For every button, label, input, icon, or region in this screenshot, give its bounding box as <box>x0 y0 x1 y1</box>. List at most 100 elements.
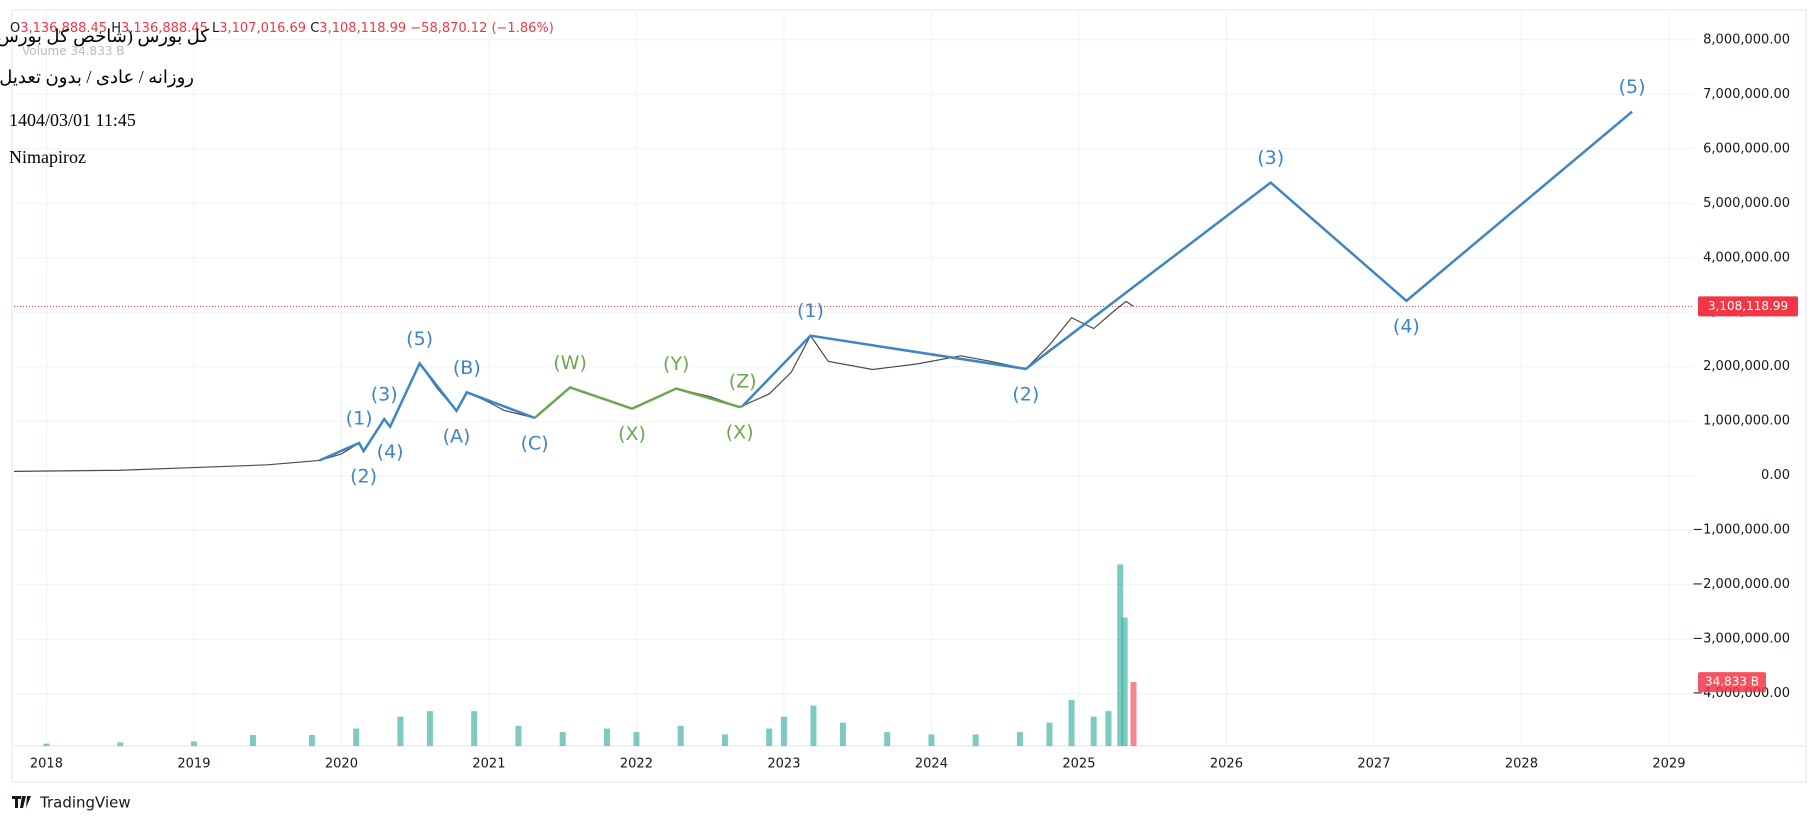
settings-text: روزانه / عادی / بدون تعدیل <box>0 67 194 87</box>
volume-bar <box>603 728 610 746</box>
wave-label: (5) <box>1619 76 1646 98</box>
x-tick-label: 2021 <box>472 757 505 772</box>
y-tick-label: 8,000,000.00 <box>1703 32 1790 47</box>
wave-label: (4) <box>377 441 404 463</box>
volume-bar <box>721 734 728 746</box>
volume-bar <box>1046 722 1053 746</box>
last-price-label: 3,108,118.99 <box>1708 299 1788 313</box>
date-text: 1404/03/01 11:45 <box>9 110 136 130</box>
brand: TradingView <box>39 794 131 812</box>
volume-bar <box>972 734 979 746</box>
wave-label: (3) <box>371 384 398 406</box>
wave-line <box>533 386 744 419</box>
ohlc-key: O <box>10 21 21 36</box>
author-text: Nimapiroz <box>9 147 86 167</box>
volume-label-box <box>1698 672 1766 693</box>
wave-label: (Z) <box>729 370 757 392</box>
wave-label: (C) <box>521 432 549 454</box>
y-tick-label: −3,000,000.00 <box>1692 632 1790 647</box>
wave-label: (A) <box>443 425 471 447</box>
wave-label: (5) <box>406 328 433 350</box>
volume-bar <box>249 734 256 746</box>
volume-legend: Volume 34.833 B <box>22 44 125 58</box>
wave-label: (2) <box>1012 383 1039 405</box>
volume-bar <box>884 732 891 746</box>
symbol-title: کل بورس (شاخص کل بورس) <box>0 26 209 46</box>
volume-value: 34.833 B <box>70 44 125 58</box>
volume-bar <box>1130 682 1137 746</box>
x-tick-label: 2023 <box>767 757 800 772</box>
ohlc-legend: O3,136,888.45 H3,136,888.45 L3,107,016.6… <box>10 21 554 36</box>
y-tick-label: 7,000,000.00 <box>1703 87 1790 102</box>
volume-bar <box>1105 711 1112 746</box>
volume-bar <box>559 732 566 746</box>
y-tick-label: 0.00 <box>1761 468 1790 483</box>
volume-bar <box>515 725 522 746</box>
ohlc-key: C <box>310 21 320 36</box>
y-tick-label: 2,000,000.00 <box>1703 359 1790 374</box>
wave-label: (W) <box>553 352 587 374</box>
x-tick-label: 2029 <box>1652 757 1685 772</box>
wave-label: (X) <box>726 422 754 444</box>
wave-label: (2) <box>350 466 377 488</box>
volume-bar <box>1016 732 1023 746</box>
y-tick-label: −2,000,000.00 <box>1692 577 1790 592</box>
volume-bar <box>471 711 478 746</box>
volume-name: Volume <box>22 44 67 58</box>
volume-bar <box>780 716 787 746</box>
x-tick-label: 2020 <box>325 757 358 772</box>
volume-axis-label: 34.833 B <box>1705 675 1759 689</box>
volume-bar <box>677 725 684 746</box>
y-tick-label: 4,000,000.00 <box>1703 250 1790 265</box>
volume-bar <box>1121 617 1128 746</box>
volume-bar <box>1117 564 1124 746</box>
volume-bar <box>308 734 315 746</box>
wave-line <box>318 361 536 462</box>
y-tick-label: 6,000,000.00 <box>1703 141 1790 156</box>
wave-label: (X) <box>618 423 646 445</box>
ohlc-key: L <box>211 21 220 36</box>
x-tick-label: 2027 <box>1357 757 1390 772</box>
y-tick-label: 5,000,000.00 <box>1703 196 1790 211</box>
ohlc-value: 3,107,016.69 <box>219 21 307 36</box>
x-tick-label: 2025 <box>1062 757 1095 772</box>
ohlc-value: 3,136,888.45 <box>20 21 108 36</box>
wave-label: (1) <box>797 300 824 322</box>
x-tick-label: 2022 <box>620 757 653 772</box>
volume-bar <box>43 743 50 746</box>
price-line <box>13 300 1134 472</box>
volume-bar <box>810 705 817 746</box>
brand-logo <box>12 796 31 808</box>
change-value: −58,870.12 (−1.86%) <box>410 21 554 36</box>
volume-bar <box>1090 716 1097 746</box>
volume-bar <box>1068 700 1075 746</box>
volume-bar <box>190 741 197 746</box>
y-tick-label: −1,000,000.00 <box>1692 523 1790 538</box>
y-tick-label: 1,000,000.00 <box>1703 414 1790 429</box>
x-tick-label: 2018 <box>30 757 63 772</box>
wave-label: (3) <box>1257 147 1284 169</box>
ohlc-value: 3,136,888.45 <box>121 21 208 36</box>
volume-bar <box>839 722 846 746</box>
chart-frame <box>11 9 1807 783</box>
x-tick-label: 2028 <box>1505 757 1538 772</box>
x-tick-label: 2024 <box>915 757 948 772</box>
volume-bar <box>397 716 404 746</box>
x-tick-label: 2026 <box>1210 757 1243 772</box>
wave-label: (4) <box>1393 315 1420 337</box>
ohlc-key: H <box>111 21 121 36</box>
volume-bar <box>117 742 124 746</box>
wave-label: (B) <box>453 357 481 379</box>
x-tick-label: 2019 <box>177 757 210 772</box>
volume-bar <box>426 711 433 746</box>
volume-bar <box>766 728 773 746</box>
last-price-box <box>1698 296 1798 317</box>
volume-bar <box>928 734 935 746</box>
wave-label: (1) <box>346 408 373 430</box>
volume-bar <box>633 732 640 746</box>
ohlc-value: 3,108,118.99 <box>319 21 407 36</box>
volume-bar <box>353 728 360 746</box>
wave-line <box>741 110 1633 407</box>
